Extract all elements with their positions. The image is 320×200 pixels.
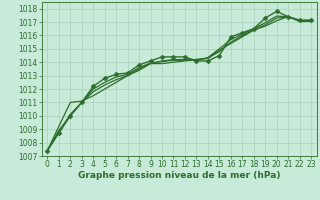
X-axis label: Graphe pression niveau de la mer (hPa): Graphe pression niveau de la mer (hPa) [78, 171, 280, 180]
